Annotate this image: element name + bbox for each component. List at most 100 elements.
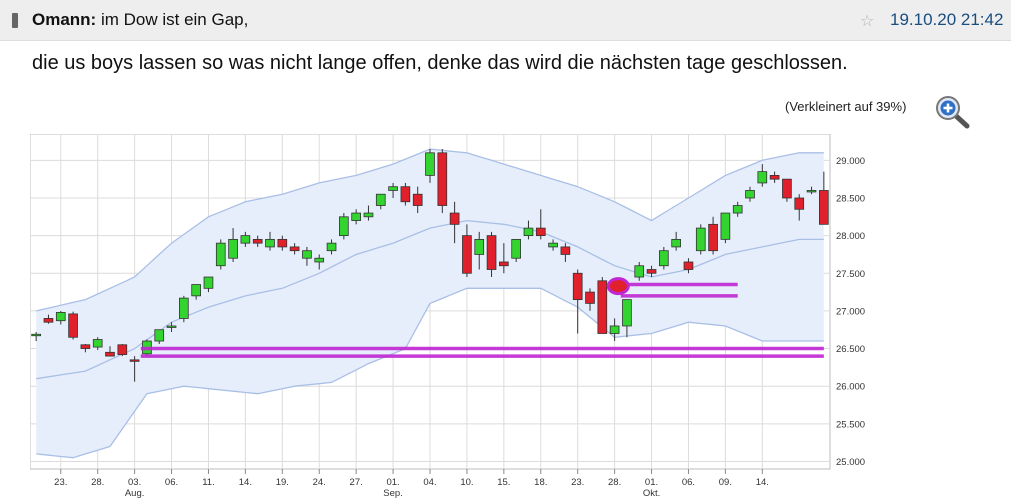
candle-body-down — [68, 313, 78, 338]
x-tick-label: 23. — [571, 477, 584, 488]
y-axis: 29.000 28.500 28.000 27.500 27.000 26.500 26.0… — [836, 156, 865, 468]
candle-body-down — [437, 152, 448, 206]
candle — [425, 149, 435, 183]
candle-body-up — [474, 238, 485, 255]
gap-annotations — [140, 277, 824, 358]
candle — [683, 258, 694, 274]
candle — [80, 344, 91, 353]
x-axis: 23. 28. 03.Aug.06. 11. 14. 19. 24. 27. 01.Sep.04… — [54, 469, 769, 499]
post-icon — [12, 13, 18, 28]
star-icon[interactable]: ☆ — [860, 13, 875, 30]
x-tick-label: 14. — [756, 477, 769, 488]
bollinger-band-fill — [36, 149, 824, 458]
x-tick-label: 06. — [165, 477, 178, 488]
x-tick-label: 01. — [386, 477, 399, 488]
candle-body-down — [782, 178, 792, 199]
y-tick-label: 25.000 — [836, 457, 865, 468]
candle — [819, 171, 829, 225]
candle — [55, 310, 66, 325]
candle-body-up — [634, 265, 645, 278]
candle-body-down — [449, 212, 460, 225]
candle — [548, 239, 558, 251]
x-month-label: Sep. — [383, 488, 403, 499]
candle-body-up — [671, 238, 681, 248]
y-tick-label: 28.500 — [836, 193, 865, 204]
candle — [388, 182, 398, 198]
candle — [105, 346, 115, 357]
candle-body-down — [462, 235, 472, 274]
candle — [302, 246, 312, 266]
candle-body-up — [265, 238, 275, 248]
candle — [129, 356, 140, 382]
candle-body-up — [326, 242, 337, 252]
candle — [412, 186, 423, 214]
post-title: Omann: im Dow ist ein Gap, — [32, 10, 248, 30]
candle-body-down — [400, 186, 411, 203]
candle-body-down — [683, 261, 694, 270]
x-tick-label: 23. — [54, 477, 67, 488]
x-tick-label: 15. — [497, 477, 510, 488]
candle-body-down — [43, 318, 54, 323]
candle-body-up — [757, 171, 768, 184]
x-tick-label: 28. — [91, 477, 104, 488]
candle — [720, 212, 731, 244]
candle-body-down — [252, 238, 263, 244]
candle — [191, 284, 201, 300]
candle — [43, 314, 54, 324]
candle — [154, 329, 165, 345]
candle-body-up — [203, 276, 214, 289]
candle — [794, 194, 805, 221]
candle — [339, 213, 349, 240]
x-tick-label: 04. — [423, 477, 436, 488]
gap-marker — [606, 277, 630, 296]
candle — [622, 299, 632, 338]
candle — [757, 164, 768, 187]
candle-body-up — [388, 186, 398, 191]
candle — [117, 344, 128, 357]
candle-body-down — [794, 197, 805, 210]
candle — [179, 295, 189, 323]
candle — [166, 322, 177, 332]
candle-body-up — [154, 329, 165, 342]
candle-body-down — [289, 246, 300, 252]
y-tick-label: 26.500 — [836, 344, 865, 355]
candle-body-down — [819, 190, 829, 225]
candle-body-up — [351, 212, 361, 221]
candle — [585, 288, 595, 311]
candle-body-up — [609, 325, 620, 334]
post-date: 19.10.20 21:42 — [890, 10, 1004, 29]
candle-body-up — [375, 193, 386, 206]
candle-body-up — [31, 333, 41, 337]
candle — [462, 224, 472, 278]
post-body: die us boys lassen so was nicht lange of… — [32, 52, 848, 74]
candle — [597, 277, 608, 334]
post-subject: im Dow ist ein Gap, — [96, 10, 249, 29]
candle — [265, 231, 275, 251]
candle-body-down — [708, 223, 718, 252]
y-tick-label: 26.000 — [836, 382, 865, 393]
candle-body-up — [720, 212, 731, 240]
candle-body-up — [806, 190, 817, 193]
candle — [634, 261, 645, 281]
candle — [511, 238, 521, 262]
author-name[interactable]: Omann: — [32, 10, 97, 29]
zoom-in-icon[interactable] — [935, 95, 971, 129]
x-tick-label: 09. — [719, 477, 732, 488]
candle-body-down — [585, 291, 595, 304]
candle — [252, 235, 263, 247]
x-tick-label: 19. — [276, 477, 289, 488]
candle — [228, 228, 238, 262]
candle-body-down — [769, 175, 780, 180]
candle-body-down — [117, 344, 128, 355]
candle-body-up — [622, 299, 632, 327]
candle — [732, 201, 743, 217]
candle-body-down — [129, 359, 140, 362]
candle — [695, 224, 706, 255]
candle — [708, 216, 718, 255]
candle-body-up — [425, 152, 435, 176]
x-tick-label: 03. — [128, 477, 141, 488]
candle — [400, 182, 411, 206]
candle-body-down — [560, 246, 571, 255]
x-tick-label: 18. — [534, 477, 547, 488]
candles — [31, 149, 829, 382]
